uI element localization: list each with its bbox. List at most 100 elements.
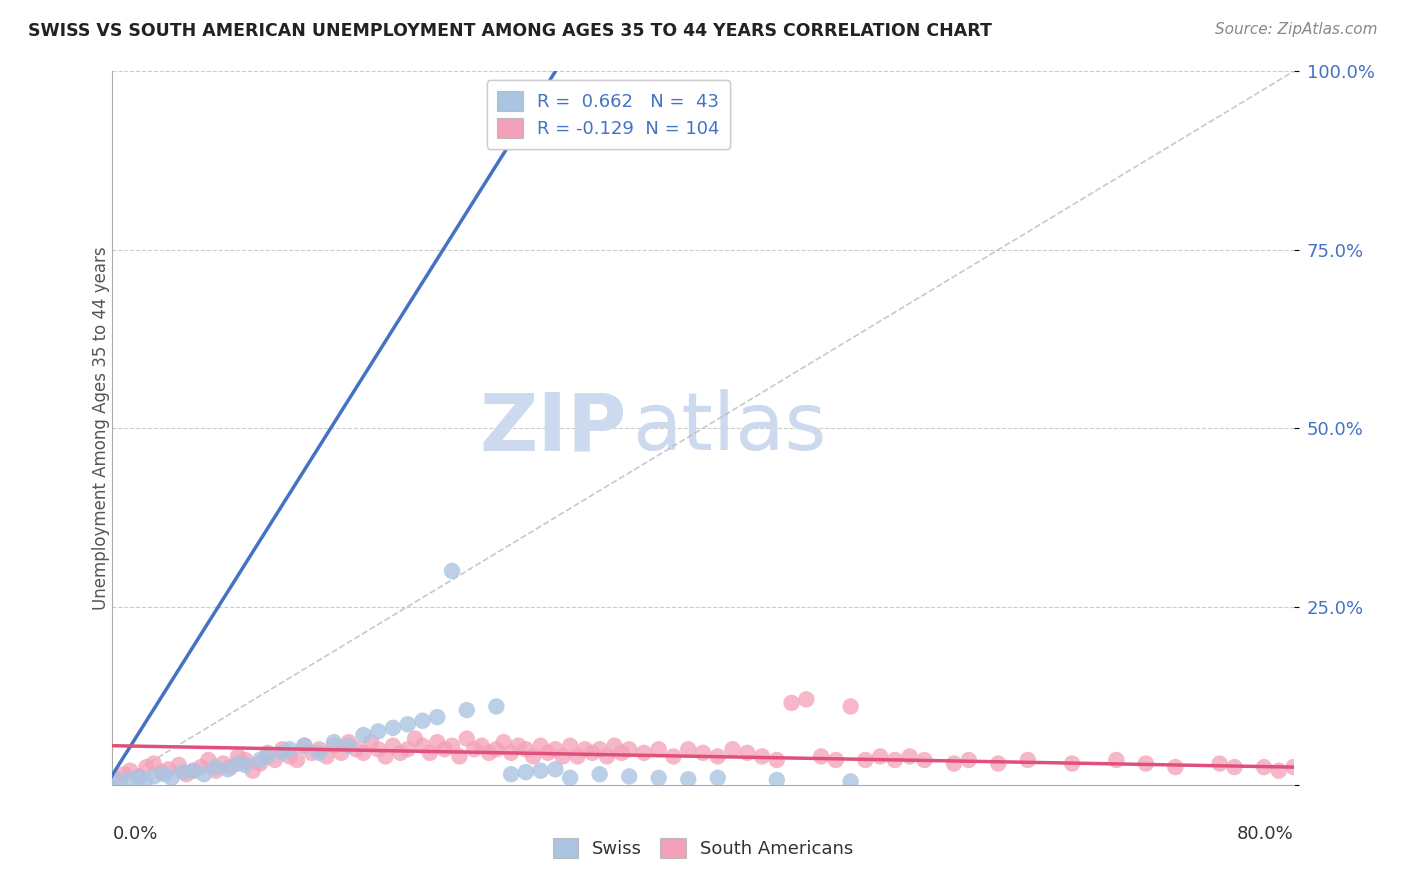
Point xyxy=(108,774,131,789)
Point xyxy=(1282,760,1305,774)
Point xyxy=(183,764,205,778)
Point xyxy=(898,749,921,764)
Point xyxy=(544,742,567,756)
Text: Source: ZipAtlas.com: Source: ZipAtlas.com xyxy=(1215,22,1378,37)
Point xyxy=(105,772,128,787)
Point xyxy=(1268,764,1291,778)
Point xyxy=(456,703,478,717)
Point xyxy=(128,769,150,783)
Point xyxy=(456,731,478,746)
Point xyxy=(217,762,239,776)
Point xyxy=(869,749,891,764)
Point xyxy=(249,756,271,771)
Point xyxy=(292,739,315,753)
Point xyxy=(278,742,301,756)
Point xyxy=(485,742,508,756)
Point xyxy=(412,714,434,728)
Point xyxy=(662,749,685,764)
Point xyxy=(112,767,135,781)
Point xyxy=(544,762,567,776)
Point xyxy=(142,769,165,783)
Point xyxy=(315,749,337,764)
Point xyxy=(193,767,215,781)
Point xyxy=(360,735,382,749)
Point xyxy=(839,774,862,789)
Point xyxy=(515,765,537,780)
Legend: Swiss, South Americans: Swiss, South Americans xyxy=(546,830,860,865)
Point xyxy=(478,746,501,760)
Text: 80.0%: 80.0% xyxy=(1237,825,1294,843)
Point xyxy=(522,749,544,764)
Point xyxy=(560,771,582,785)
Point xyxy=(824,753,846,767)
Point xyxy=(382,739,405,753)
Text: ZIP: ZIP xyxy=(479,389,626,467)
Point xyxy=(855,753,877,767)
Point xyxy=(219,760,242,774)
Point xyxy=(352,746,374,760)
Point xyxy=(508,739,530,753)
Point xyxy=(588,767,610,781)
Point xyxy=(610,746,633,760)
Point xyxy=(256,749,278,764)
Point xyxy=(419,746,441,760)
Point xyxy=(567,749,589,764)
Point xyxy=(501,746,523,760)
Point xyxy=(560,739,582,753)
Point xyxy=(449,749,471,764)
Point xyxy=(278,749,301,764)
Point xyxy=(153,767,176,781)
Point xyxy=(367,742,389,756)
Point xyxy=(780,696,803,710)
Point xyxy=(249,753,271,767)
Point xyxy=(150,765,173,780)
Point xyxy=(1135,756,1157,771)
Point xyxy=(987,756,1010,771)
Point xyxy=(337,735,360,749)
Point xyxy=(233,753,256,767)
Point xyxy=(352,728,374,742)
Point xyxy=(205,760,228,774)
Point xyxy=(134,772,156,787)
Point xyxy=(301,746,323,760)
Point xyxy=(233,758,256,772)
Point xyxy=(515,742,537,756)
Point xyxy=(197,753,219,767)
Point xyxy=(692,746,714,760)
Point xyxy=(174,767,197,781)
Point xyxy=(678,772,700,787)
Point xyxy=(501,767,523,781)
Point xyxy=(120,772,142,787)
Point xyxy=(441,739,464,753)
Point xyxy=(190,760,212,774)
Point xyxy=(308,742,330,756)
Point xyxy=(647,742,671,756)
Point xyxy=(1017,753,1039,767)
Point xyxy=(256,746,278,760)
Point xyxy=(678,742,700,756)
Point xyxy=(1253,760,1275,774)
Point xyxy=(242,764,264,778)
Legend: R =  0.662   N =  43, R = -0.129  N = 104: R = 0.662 N = 43, R = -0.129 N = 104 xyxy=(486,80,731,149)
Point xyxy=(596,749,619,764)
Point xyxy=(470,739,494,753)
Point xyxy=(1105,753,1128,767)
Point xyxy=(647,771,671,785)
Point xyxy=(292,739,315,753)
Point xyxy=(1223,760,1246,774)
Point xyxy=(183,764,205,778)
Point xyxy=(633,746,655,760)
Point xyxy=(226,749,249,764)
Point xyxy=(737,746,759,760)
Point xyxy=(1208,756,1232,771)
Point xyxy=(1164,760,1187,774)
Point xyxy=(344,742,367,756)
Point xyxy=(389,746,412,760)
Point xyxy=(619,742,641,756)
Point xyxy=(135,760,157,774)
Point xyxy=(796,692,818,706)
Point xyxy=(212,756,235,771)
Point xyxy=(721,742,744,756)
Point xyxy=(128,771,150,785)
Point xyxy=(142,756,165,771)
